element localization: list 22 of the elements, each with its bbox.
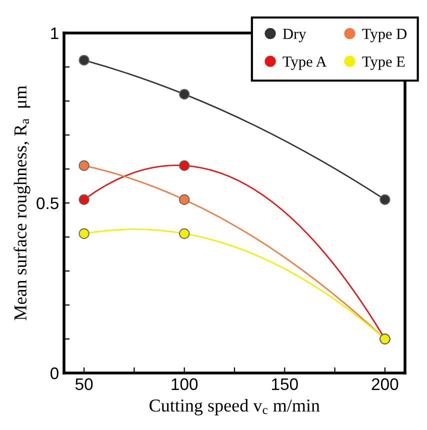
legend-label: Type E (362, 56, 405, 70)
y-axis-title: Mean surface roughness, R$_{a}$ μm (14, 86, 30, 320)
point (78, 160, 90, 171)
y-tick-label: 0 (50, 367, 58, 380)
legend-label: Type D (362, 28, 407, 42)
x-axis-title: Cutting speed v$_{c}$ m/min (150, 398, 320, 416)
point (78, 228, 90, 239)
x-tick-label: 50 (75, 378, 93, 390)
point (179, 228, 190, 239)
point (179, 160, 190, 171)
point (179, 194, 190, 205)
point (380, 194, 390, 205)
point (78, 54, 90, 66)
point (78, 194, 90, 205)
y-tick-label: 1 (51, 28, 58, 40)
x-tick-label: 200 (372, 378, 398, 390)
x-tick-label: 150 (272, 378, 298, 390)
legend-label: Type A (282, 56, 327, 70)
legend-label: Dry (282, 28, 306, 42)
y-tick-label: 0.5 (36, 197, 58, 210)
x-tick-label: 100 (172, 378, 198, 390)
point (179, 88, 190, 100)
